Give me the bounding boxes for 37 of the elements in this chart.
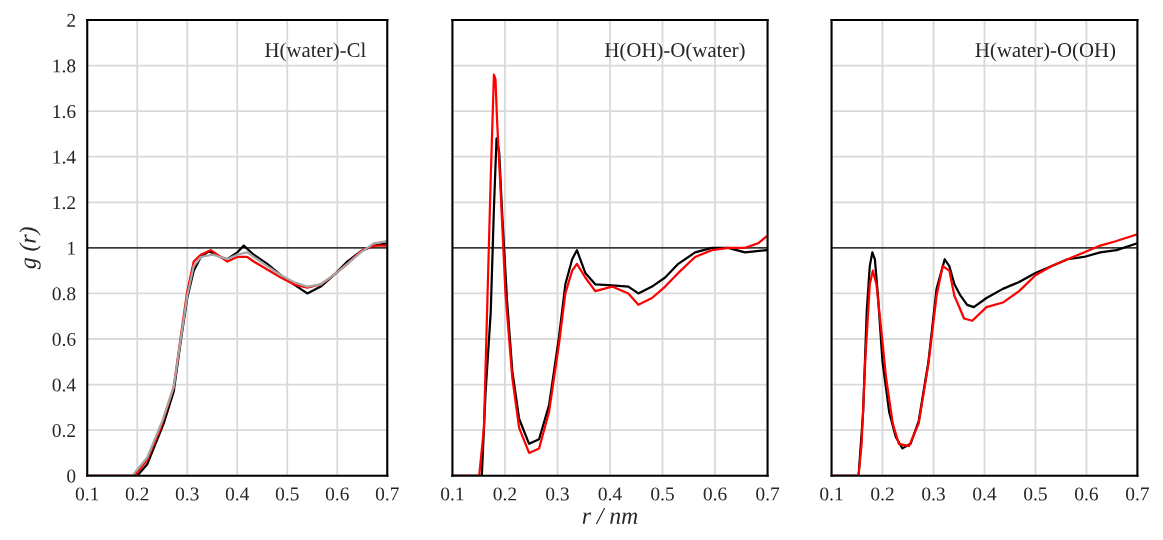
y-tick-label: 1.6 bbox=[53, 105, 76, 119]
y-tick-label: 0.4 bbox=[52, 378, 76, 392]
x-tick-label: 0.4 bbox=[973, 487, 997, 501]
y-axis-title: g (r) bbox=[19, 227, 41, 270]
y-tick-label: 0.8 bbox=[52, 287, 76, 301]
y-tick-label: 1.8 bbox=[53, 59, 76, 73]
x-axis-title: r / nm bbox=[582, 508, 638, 524]
y-tick-label: 2 bbox=[67, 13, 76, 27]
x-tick-label: 0.7 bbox=[375, 487, 399, 501]
x-tick-label: 0.6 bbox=[325, 487, 349, 501]
x-tick-label: 0.3 bbox=[546, 487, 569, 501]
x-tick-label: 0.2 bbox=[493, 487, 517, 501]
x-tick-label: 0.7 bbox=[756, 487, 780, 501]
y-tick-label: 0 bbox=[67, 469, 76, 483]
y-tick-label: 0.2 bbox=[52, 423, 76, 438]
x-tick-label: 0.6 bbox=[1075, 487, 1099, 501]
x-tick-label: 0.5 bbox=[1024, 487, 1047, 501]
x-tick-label: 0.5 bbox=[275, 487, 299, 501]
x-tick-label: 0.4 bbox=[598, 487, 622, 501]
x-tick-label: 0.5 bbox=[651, 487, 674, 501]
x-tick-label: 0.3 bbox=[175, 487, 199, 501]
annotation: H(water)-O(OH) bbox=[975, 42, 1116, 62]
x-tick-label: 0.3 bbox=[922, 487, 945, 501]
y-tick-label: 1.2 bbox=[53, 196, 76, 210]
x-tick-label: 0.7 bbox=[1126, 487, 1150, 501]
y-tick-label: 1 bbox=[68, 241, 75, 255]
y-tick-label: 0.6 bbox=[52, 332, 76, 347]
annotation: H(water)-Cl bbox=[265, 42, 366, 62]
x-tick-label: 0.2 bbox=[125, 487, 149, 501]
x-tick-label: 0.1 bbox=[75, 487, 99, 501]
x-tick-label: 0.1 bbox=[441, 487, 464, 501]
x-tick-label: 0.4 bbox=[225, 487, 250, 501]
x-tick-label: 0.6 bbox=[703, 487, 727, 501]
x-tick-label: 0.2 bbox=[871, 487, 894, 501]
y-tick-label: 1.4 bbox=[53, 150, 76, 164]
annotation: H(OH)-O(water) bbox=[604, 42, 745, 62]
x-tick-label: 0.1 bbox=[820, 487, 843, 501]
